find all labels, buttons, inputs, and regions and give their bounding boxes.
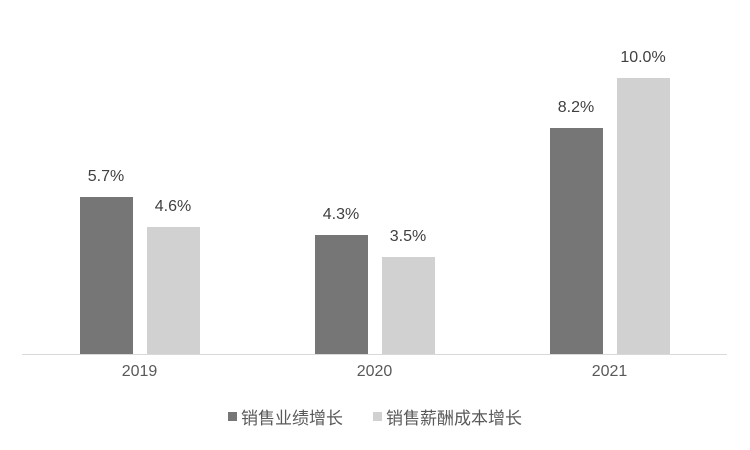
x-tick-label-2021: 2021 bbox=[591, 363, 628, 380]
value-label-series0-2019: 5.7% bbox=[87, 168, 125, 185]
value-label-series0-2021: 8.2% bbox=[557, 99, 595, 116]
bar-series0-2020 bbox=[314, 235, 368, 354]
bar-series1-2020 bbox=[381, 257, 435, 354]
value-label-series0-2020: 4.3% bbox=[322, 206, 360, 223]
bar-series0-2019 bbox=[79, 197, 133, 354]
bar-series1-2019 bbox=[146, 227, 200, 354]
legend-label: 销售薪酬成本增长 bbox=[386, 409, 522, 428]
bar-series1-2021 bbox=[616, 78, 670, 354]
x-axis: 2019 2020 2021 bbox=[22, 363, 727, 385]
legend-swatch-icon bbox=[228, 412, 237, 421]
value-label-series1-2019: 4.6% bbox=[154, 198, 192, 215]
x-tick-label-2020: 2020 bbox=[356, 363, 393, 380]
value-label-series1-2020: 3.5% bbox=[389, 228, 427, 245]
legend-label: 销售业绩增长 bbox=[241, 409, 343, 428]
value-label-series1-2021: 10.0% bbox=[620, 49, 666, 66]
x-tick-label-2019: 2019 bbox=[121, 363, 158, 380]
legend: 销售业绩增长 销售薪酬成本增长 bbox=[0, 404, 750, 429]
legend-item-series0: 销售业绩增长 bbox=[228, 404, 343, 429]
legend-item-series1: 销售薪酬成本增长 bbox=[373, 404, 522, 429]
plot-area: 5.7% 4.6% 4.3% 3.5% 8.2% 10.0% bbox=[22, 23, 727, 355]
bar-series0-2021 bbox=[549, 128, 603, 354]
legend-swatch-icon bbox=[373, 412, 382, 421]
